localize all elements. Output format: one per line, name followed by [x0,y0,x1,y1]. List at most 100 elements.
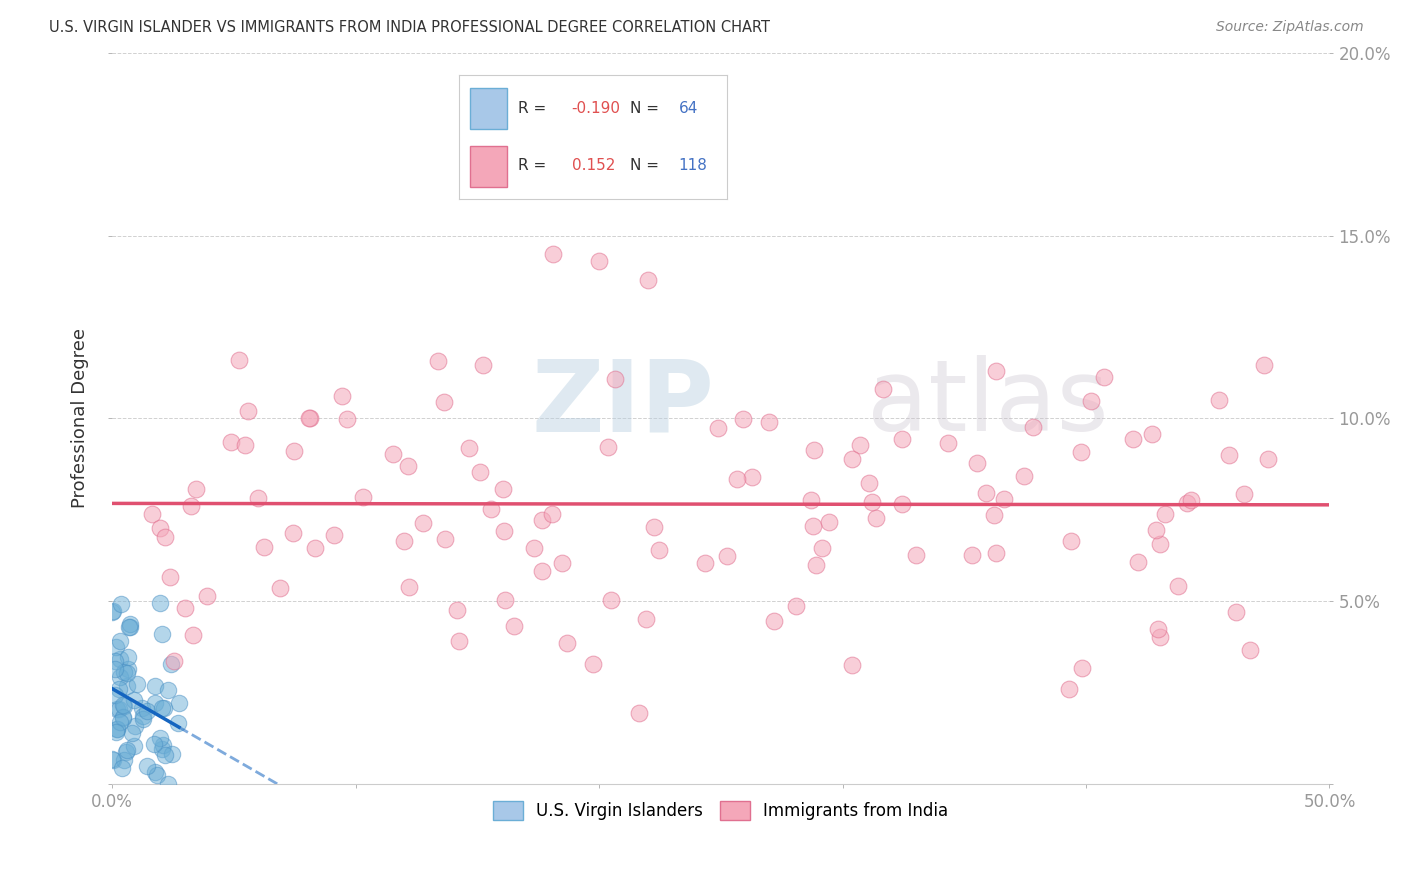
Point [600,592,623,607]
Point [1233,486,1256,500]
Point [174,601,197,615]
Point [841,451,863,466]
Point [1149,630,1171,644]
Point [1239,642,1261,657]
Point [1225,605,1247,619]
Point [468,466,491,480]
Point [960,548,983,562]
Point [1149,537,1171,551]
Point [398,580,420,594]
Point [974,486,997,500]
Point [180,499,202,513]
Point [392,534,415,549]
Point [800,492,823,507]
Point [107,722,129,736]
Point [131,701,153,715]
Point [159,570,181,584]
Point [427,353,450,368]
Point [801,519,824,533]
Point [1126,555,1149,569]
Point [124,719,146,733]
Point [156,682,179,697]
Point [253,540,276,554]
Point [112,710,135,724]
Point [1092,370,1115,384]
Point [152,701,174,715]
Point [352,490,374,504]
Point [181,628,204,642]
Point [707,421,730,435]
Point [984,364,1007,378]
Point [492,483,515,497]
Point [1180,493,1202,508]
Point [538,137,561,152]
Point [503,619,526,633]
Point [105,725,128,739]
Point [336,411,359,425]
Point [762,614,785,628]
Point [983,508,1005,523]
Point [966,456,988,470]
Point [330,389,353,403]
Point [150,627,173,641]
Point [298,410,321,425]
Point [531,565,554,579]
Point [860,495,883,509]
Point [446,603,468,617]
Point [101,605,124,619]
Point [1070,444,1092,458]
Point [891,433,914,447]
Point [1057,682,1080,697]
Point [110,598,132,612]
Point [551,556,574,570]
Point [523,541,546,555]
Point [108,715,131,730]
Point [1012,469,1035,483]
Point [588,254,610,268]
Text: U.S. VIRGIN ISLANDER VS IMMIGRANTS FROM INDIA PROFESSIONAL DEGREE CORRELATION CH: U.S. VIRGIN ISLANDER VS IMMIGRANTS FROM … [49,20,770,35]
Point [447,634,470,648]
Point [104,662,127,676]
Point [160,657,183,671]
Point [281,526,304,541]
Point [118,620,141,634]
Point [104,640,127,655]
Point [136,758,159,772]
Point [150,742,173,756]
Point [412,516,434,530]
Point [111,760,134,774]
Point [1153,507,1175,521]
Point [149,596,172,610]
Point [1253,358,1275,372]
Point [149,731,172,745]
Point [103,604,125,618]
Point [637,273,659,287]
Point [120,617,142,632]
Point [806,558,828,572]
Point [304,541,326,556]
Point [382,447,405,461]
Point [494,593,516,607]
Point [105,702,128,716]
Point [167,696,190,710]
Point [1208,393,1230,408]
Point [132,712,155,726]
Text: ZIP: ZIP [531,355,714,452]
Point [101,753,124,767]
Point [153,748,176,763]
Point [865,511,887,525]
Point [1060,534,1083,549]
Point [132,708,155,723]
Point [396,459,419,474]
Point [1218,448,1240,462]
Point [236,403,259,417]
Point [1175,496,1198,510]
Point [148,521,170,535]
Point [530,513,553,527]
Point [104,688,127,702]
Point [648,543,671,558]
Point [112,711,135,725]
Point [228,352,250,367]
Point [1144,524,1167,538]
Point [111,698,134,713]
